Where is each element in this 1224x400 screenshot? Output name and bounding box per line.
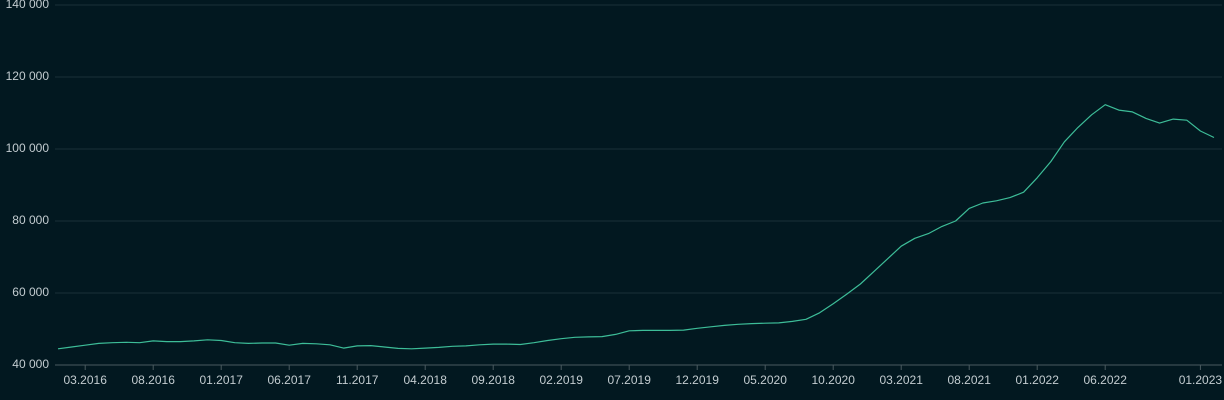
x-tick-label: 06.2022 <box>1084 373 1128 387</box>
x-tick-label: 08.2021 <box>948 373 992 387</box>
x-tick-label: 04.2018 <box>404 373 448 387</box>
x-tick-label: 10.2020 <box>812 373 856 387</box>
y-tick-label: 100 000 <box>6 141 50 155</box>
x-tick-label: 09.2018 <box>472 373 516 387</box>
x-tick-label: 07.2019 <box>608 373 652 387</box>
y-tick-label: 40 000 <box>12 357 49 371</box>
x-tick-label: 01.2017 <box>200 373 244 387</box>
x-tick-label: 01.2022 <box>1016 373 1060 387</box>
y-tick-label: 80 000 <box>12 213 49 227</box>
line <box>57 104 1215 350</box>
x-tick-label: 03.2021 <box>880 373 924 387</box>
x-tick-label: 12.2019 <box>676 373 720 387</box>
x-tick-label: 05.2020 <box>744 373 788 387</box>
x-tick-label: 08.2016 <box>132 373 176 387</box>
x-tick-label: 11.2017 <box>336 373 379 387</box>
y-tick-label: 60 000 <box>12 285 49 299</box>
x-tick-label: 01.2023 <box>1179 373 1223 387</box>
x-tick-label: 03.2016 <box>64 373 108 387</box>
y-tick-label: 140 000 <box>6 0 50 11</box>
y-tick-label: 120 000 <box>6 69 50 83</box>
x-tick-label: 02.2019 <box>540 373 584 387</box>
x-tick-label: 06.2017 <box>268 373 312 387</box>
